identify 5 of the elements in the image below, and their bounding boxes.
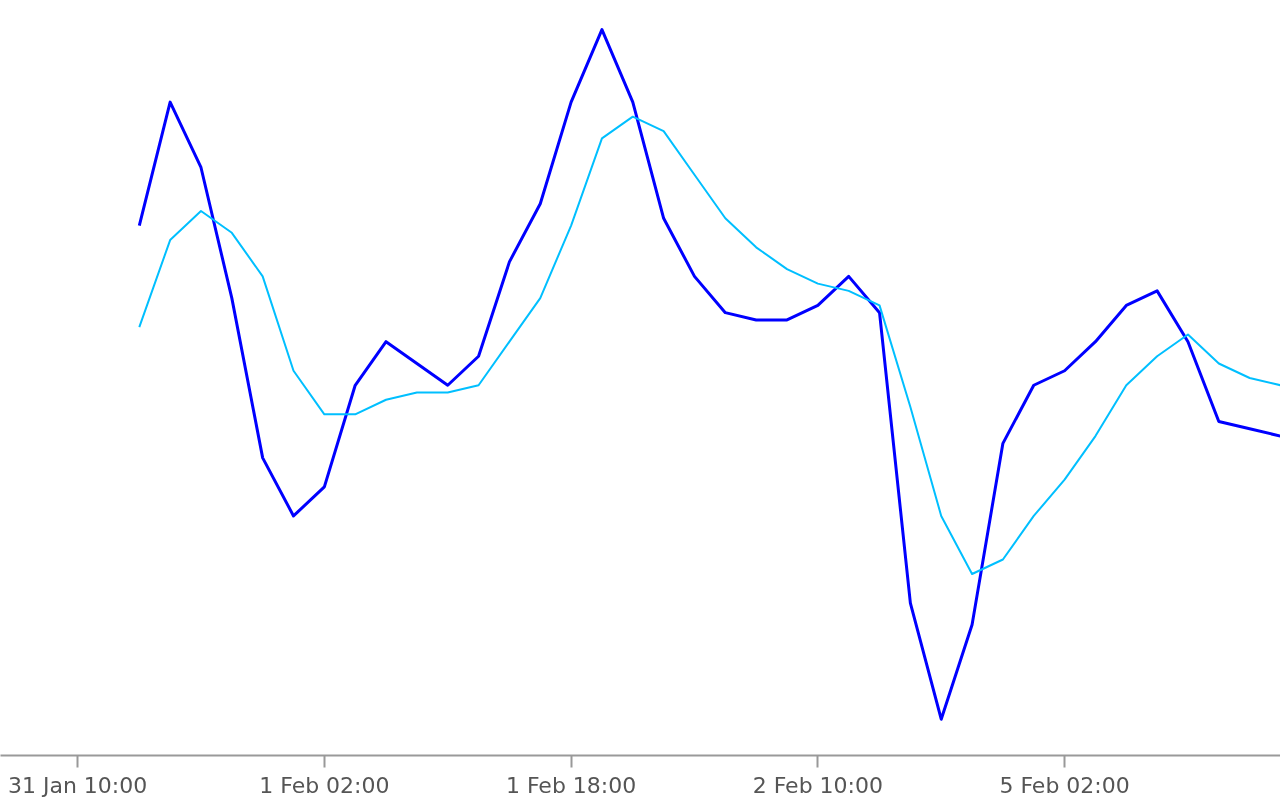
x-tick-label: 31 Jan 10:00 <box>7 772 148 798</box>
x-tick-label: 2 Feb 10:00 <box>752 772 884 798</box>
x-tick-label: 1 Feb 02:00 <box>259 772 390 798</box>
x-tick-label: 1 Feb 18:00 <box>505 772 637 798</box>
x-tick-label: 5 Feb 02:00 <box>999 772 1130 798</box>
